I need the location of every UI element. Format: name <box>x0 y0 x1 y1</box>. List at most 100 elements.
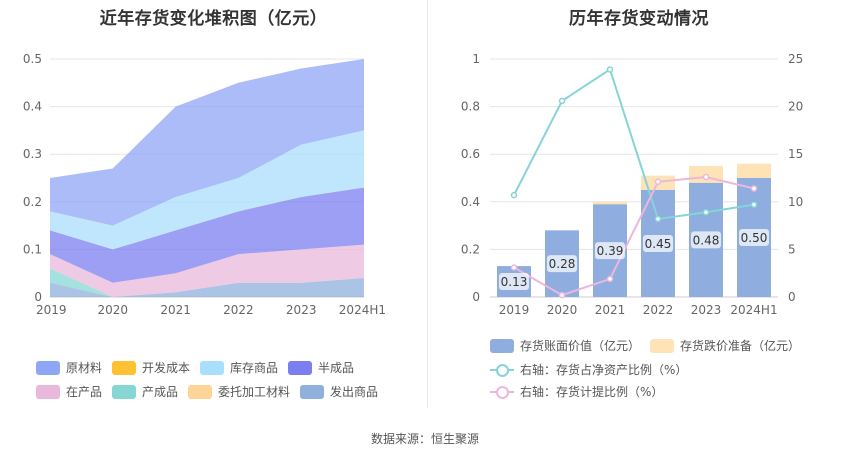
line-point <box>510 264 518 271</box>
y-tick-label: 0.5 <box>23 52 42 66</box>
line-point <box>750 185 758 192</box>
line-point <box>510 191 518 199</box>
legend-item-net-asset-ratio[interactable]: 右轴：存货占净资产比例（%） <box>490 361 687 378</box>
legend-label: 原材料 <box>66 361 103 375</box>
data-label: 0.39 <box>597 244 624 258</box>
x-tick-label: 2023 <box>286 303 317 317</box>
stacked-area-chart: 0 0.1 0.2 0.3 0.4 0.5 2019 2020 2021 2022 2023 2024… <box>23 52 386 317</box>
data-label: 0.45 <box>645 237 672 251</box>
y-tick-label: 0.6 <box>461 147 480 161</box>
right-legend: 存货账面价值（亿元） 存货跌价准备（亿元） 右轴：存货占净资产比例（%） 右轴：… <box>428 0 850 420</box>
line-point <box>558 291 566 299</box>
legend-swatch <box>650 338 674 353</box>
x-tick-label: 2022 <box>223 303 254 317</box>
line-net-asset-ratio <box>513 67 755 221</box>
legend-line-swatch <box>490 385 514 399</box>
legend-item-goods-shipped[interactable]: 发出商品 <box>300 383 378 400</box>
area-series <box>50 59 364 226</box>
legend-swatch <box>288 360 312 375</box>
x-tick-label: 2021 <box>160 303 191 317</box>
line-point <box>606 66 614 73</box>
y-tick-label: 0.1 <box>23 242 42 256</box>
line-point <box>606 275 614 283</box>
legend-label: 右轴：存货计提比例（%） <box>520 385 664 399</box>
legend-label: 产成品 <box>142 385 179 399</box>
legend-swatch <box>112 384 136 399</box>
data-label-bg <box>595 242 625 260</box>
data-label-bg <box>691 231 721 249</box>
area-series <box>50 244 364 297</box>
y-tick-label: 0.2 <box>461 242 480 256</box>
y-tick-label: 0.8 <box>461 100 480 114</box>
legend-item-work-in-progress[interactable]: 在产品 <box>36 383 102 400</box>
legend-label: 发出商品 <box>330 385 379 399</box>
legend-label: 右轴：存货占净资产比例（%） <box>520 363 688 377</box>
left-legend: 原材料 开发成本 库存商品 半成品 在产品 产成品 委托加工材料 发出商品 <box>0 0 427 420</box>
legend-label: 存货账面价值（亿元） <box>520 339 641 353</box>
y2-tick-label: 0 <box>788 290 796 304</box>
legend-item-development-cost[interactable]: 开发成本 <box>112 359 190 376</box>
legend-swatch <box>200 360 224 375</box>
y-tick-label: 0.4 <box>461 195 480 209</box>
legend-label: 在产品 <box>66 385 103 399</box>
x-tick-label: 2020 <box>98 303 129 317</box>
y2-tick-label: 10 <box>788 195 803 209</box>
data-label: 0.48 <box>693 233 720 247</box>
legend-line-swatch <box>490 363 514 377</box>
x-tick-label: 2019 <box>499 303 530 317</box>
legend-item-impairment-provision[interactable]: 存货跌价准备（亿元） <box>650 337 800 354</box>
legend-swatch <box>188 384 212 399</box>
legend-swatch <box>490 338 514 353</box>
legend-swatch <box>36 384 60 399</box>
legend-label: 开发成本 <box>142 361 191 375</box>
legend-swatch <box>300 384 324 399</box>
bar-impairment-provision <box>737 163 771 178</box>
legend-item-provision-ratio[interactable]: 右轴：存货计提比例（%） <box>490 383 663 400</box>
legend-item-semi-finished[interactable]: 半成品 <box>288 359 354 376</box>
x-tick-label: 2021 <box>595 303 626 317</box>
x-tick-label: 2019 <box>36 303 67 317</box>
data-label: 0.50 <box>741 231 768 245</box>
line-point <box>654 178 662 186</box>
left-chart-title: 近年存货变化堆积图（亿元） <box>99 9 328 29</box>
line-point <box>702 209 710 216</box>
x-tick-label: 2022 <box>643 303 674 317</box>
legend-item-consigned-processing[interactable]: 委托加工材料 <box>188 383 290 400</box>
legend-swatch <box>36 360 60 375</box>
bar-impairment-provision <box>593 201 627 205</box>
data-label-bg <box>499 273 529 291</box>
data-label: 0.13 <box>501 275 528 289</box>
y-tick-label: 0 <box>34 290 42 304</box>
data-source: 数据来源：恒生聚源 <box>370 432 479 446</box>
y2-tick-label: 15 <box>788 147 803 161</box>
legend-item-book-value[interactable]: 存货账面价值（亿元） <box>490 337 640 354</box>
y-tick-label: 1 <box>472 52 480 66</box>
line-point <box>654 215 662 223</box>
y2-tick-label: 5 <box>788 242 796 256</box>
legend-label: 委托加工材料 <box>218 385 291 399</box>
legend-label: 库存商品 <box>230 361 279 375</box>
x-tick-label: 2024H1 <box>730 303 777 317</box>
x-tick-label: 2024H1 <box>339 303 386 317</box>
right-chart-title: 历年存货变动情况 <box>569 9 709 29</box>
line-point <box>702 173 710 181</box>
y2-tick-label: 20 <box>788 100 803 114</box>
y2-tick-label: 25 <box>788 52 803 66</box>
area-series <box>50 187 364 283</box>
y-tick-label: 0 <box>472 290 480 304</box>
legend-label: 半成品 <box>318 361 355 375</box>
line-point <box>558 97 566 105</box>
legend-swatch <box>112 360 136 375</box>
legend-item-finished-products[interactable]: 产成品 <box>112 383 178 400</box>
y-tick-label: 0.4 <box>23 100 42 114</box>
legend-item-raw-material[interactable]: 原材料 <box>36 359 102 376</box>
line-provision-ratio <box>513 176 755 297</box>
y-tick-label: 0.2 <box>23 195 42 209</box>
x-tick-label: 2020 <box>547 303 578 317</box>
area-series <box>50 130 364 250</box>
line-point <box>750 201 758 208</box>
legend-item-finished-goods-stock[interactable]: 库存商品 <box>200 359 278 376</box>
data-label-bg <box>739 229 769 246</box>
panel-divider <box>427 0 428 408</box>
